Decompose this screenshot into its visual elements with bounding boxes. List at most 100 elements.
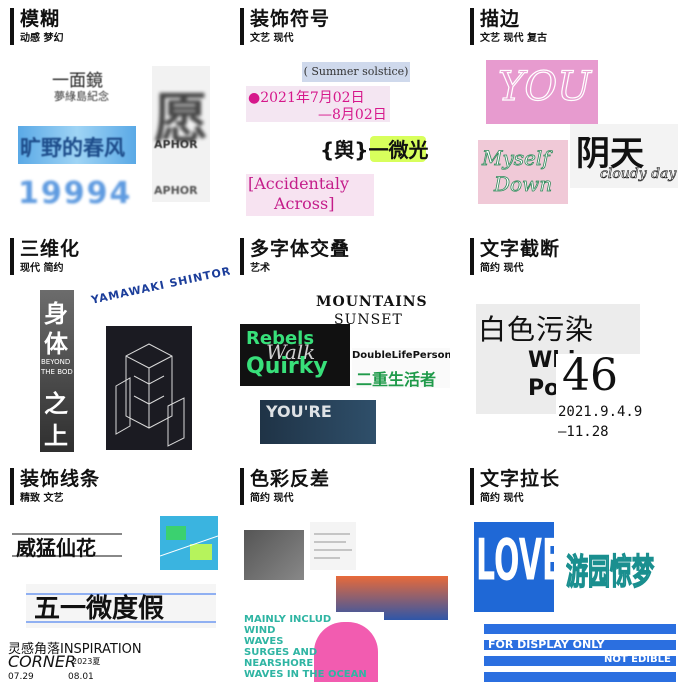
symbol-banner: ●2021年7月02日 —8月02日	[246, 86, 390, 122]
card-header: 描边 文艺 现代 复古	[470, 8, 547, 45]
blur-banner: 旷野的春风	[18, 126, 136, 164]
card-title: 模糊	[20, 8, 61, 30]
sample-text: Quirky	[246, 354, 328, 379]
overlap-poster: Rebels Walk Quirky	[240, 324, 350, 386]
card-title: 描边	[480, 8, 521, 30]
sample-text: YOU'RE	[266, 402, 332, 421]
card-title: 文字拉长	[480, 468, 561, 490]
card-decorative-lines[interactable]: 装饰线条 精致 文艺 威猛仙花 五一微度假 灵感角落INSPIRATION CO…	[0, 460, 230, 690]
sample-text: Walk	[266, 340, 316, 364]
sample-text: 上	[44, 422, 68, 450]
sample-text: DoubleLifePerson	[352, 350, 450, 361]
stretched-poster: FOR DISPLAY ONLY NOT EDIBLE	[484, 624, 676, 684]
card-title: 三维化	[20, 238, 81, 260]
card-title: 多字体交叠	[250, 238, 351, 260]
card-header: 多字体交叠 艺术	[240, 238, 350, 275]
sample-text: Down	[494, 172, 553, 197]
sample-text: ●2021年7月02日	[248, 90, 365, 106]
card-header: 三维化 现代 简约	[10, 238, 80, 275]
3d-poster: 身 体 BEYOND THE BOD 之 上	[40, 290, 74, 452]
sample-text: Po	[528, 376, 560, 401]
card-tags: 现代 简约	[20, 263, 64, 274]
abstract-pattern-icon	[160, 526, 218, 560]
sample-text: 游园惊梦	[566, 553, 655, 594]
card-blur[interactable]: 模糊 动感 梦幻 一面鏡 夢綠島紀念 旷野的春风 19994 愿 APHOR A…	[0, 0, 230, 230]
line-poster: 五一微度假	[26, 584, 216, 628]
card-tags: 艺术	[250, 263, 270, 274]
card-header: 装饰线条 精致 文艺	[10, 468, 100, 505]
card-header: 文字拉长 简约 现代	[470, 468, 560, 505]
sample-text: 白色污染	[478, 313, 595, 346]
outline-poster: 阴天 cloudy day	[570, 124, 678, 188]
decorative-lines-icon	[26, 593, 216, 623]
sample-text: Rebels	[246, 328, 315, 349]
sample-text: WAVES IN THE OCEAN	[244, 669, 367, 680]
card-text-truncation[interactable]: 文字截断 简约 现代 白色污染 Whi Po 46 2021.9.4.9 —11…	[460, 230, 690, 460]
card-tags: 文艺 现代 复古	[480, 33, 547, 44]
decorative-lines-icon	[12, 533, 122, 557]
card-header: 色彩反差 简约 现代	[240, 468, 330, 505]
outline-poster: YOU	[486, 60, 598, 124]
card-tags: 动感 梦幻	[20, 33, 64, 44]
handwriting-lines-icon	[314, 533, 352, 559]
sample-text: CORNER	[8, 652, 77, 671]
sample-text: MAINLY INCLUD	[244, 614, 332, 625]
overlap-poster: DoubleLifePerson 二重生活者	[352, 348, 450, 388]
sample-text: [Accidentaly	[248, 174, 349, 193]
sample-text: 旷野的春风	[20, 136, 125, 160]
card-3d[interactable]: 三维化 现代 简约 身 体 BEYOND THE BOD 之 上 YAMAWAK…	[0, 230, 230, 460]
card-title: 装饰线条	[20, 468, 101, 490]
sample-text: LOVE	[476, 528, 554, 595]
contrast-photo	[244, 530, 304, 580]
stretched-poster: 游园惊梦	[566, 540, 678, 594]
sample-text: YAMAWAKI SHINTORU	[90, 262, 230, 307]
sample-text: APHOR	[154, 138, 198, 151]
sample-text: ( Summer solstice)	[302, 62, 410, 82]
truncation-poster: 46 2021.9.4.9 —11.28	[556, 354, 670, 450]
card-tags: 文艺 现代	[250, 33, 294, 44]
sample-text: 2023夏	[72, 657, 101, 666]
sample-text: NEARSHORE	[244, 658, 314, 669]
isometric-structure-icon	[115, 343, 185, 447]
outline-poster: Myself Down	[478, 140, 568, 204]
sample-text: SURGES AND	[244, 647, 318, 658]
card-outline[interactable]: 描边 文艺 现代 复古 YOU Myself Down 阴天 cloudy da…	[460, 0, 690, 230]
sample-text: 一面鏡	[52, 71, 103, 91]
sample-text: 五一微度假	[34, 594, 165, 624]
sample-text: 阴天	[576, 134, 644, 174]
sample-text: BEYOND	[41, 358, 71, 366]
card-overlapping-fonts[interactable]: 多字体交叠 艺术 MOUNTAINS SUNSET Rebels Walk Qu…	[230, 230, 460, 460]
sample-text: 体	[44, 330, 68, 358]
card-tags: 简约 现代	[480, 493, 524, 504]
sample-text: 二重生活者	[356, 370, 437, 388]
sample-text: THE BOD	[41, 368, 73, 376]
sample-text: MOUNTAINS	[316, 294, 428, 310]
overlap-poster: YOU'RE	[260, 400, 376, 444]
sample-text: Across]	[274, 194, 335, 213]
sample-text: 07.29	[8, 672, 34, 682]
sample-text: 身	[44, 300, 68, 328]
sample-text: 19994	[18, 176, 133, 211]
card-tags: 简约 现代	[250, 493, 294, 504]
line-poster-image	[160, 516, 218, 570]
line-poster: 威猛仙花	[12, 526, 122, 562]
sample-text: —11.28	[558, 424, 609, 440]
card-decorative-symbols[interactable]: 装饰符号 文艺 现代 ( Summer solstice) ●2021年7月02…	[230, 0, 460, 230]
card-title: 文字截断	[480, 238, 561, 260]
sample-text: FOR DISPLAY ONLY	[488, 638, 605, 651]
card-tags: 精致 文艺	[20, 493, 64, 504]
sample-text: 威猛仙花	[16, 536, 96, 560]
card-header: 装饰符号 文艺 现代	[240, 8, 330, 45]
sample-text: WAVES	[244, 636, 284, 647]
sample-text: 之	[44, 390, 68, 418]
sample-text: {舆}一微光	[320, 138, 429, 162]
sample-text: —8月02日	[318, 107, 387, 122]
contrast-photo	[310, 522, 356, 570]
sample-text: 08.01	[68, 672, 94, 682]
stretched-poster: LOVE	[474, 522, 554, 612]
sample-text: 夢綠島紀念	[54, 90, 109, 103]
blur-poster: 愿 APHOR APHOR	[152, 66, 210, 202]
sample-text: Myself	[482, 146, 550, 171]
card-stretched-text[interactable]: 文字拉长 简约 现代 LOVE 游园惊梦 FOR DISPLAY ONLY NO…	[460, 460, 690, 690]
card-color-contrast[interactable]: 色彩反差 简约 现代 MAINLY INCLUD WIND WAVES SURG…	[230, 460, 460, 690]
